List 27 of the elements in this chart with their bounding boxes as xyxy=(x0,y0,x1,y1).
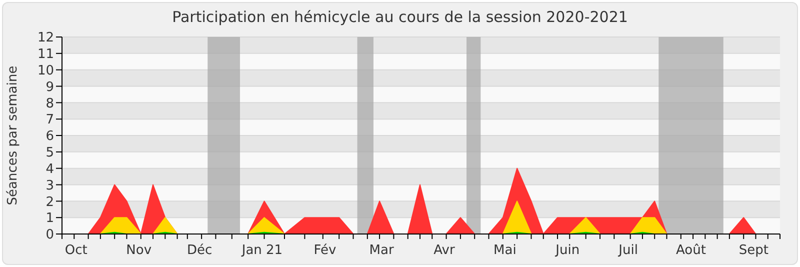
x-tick-label: Sept xyxy=(738,243,769,258)
y-tick-label: 0 xyxy=(46,228,54,243)
y-tick-label: 10 xyxy=(37,63,54,78)
y-tick-label: 11 xyxy=(37,47,54,62)
y-tick-label: 12 xyxy=(37,30,54,46)
x-tick-label: Août xyxy=(676,243,706,258)
y-tick-label: 8 xyxy=(46,96,54,112)
x-tick-label: Déc xyxy=(186,243,212,258)
y-tick-label: 7 xyxy=(46,112,54,128)
y-tick-label: 1 xyxy=(46,211,54,226)
y-tick-label: 4 xyxy=(46,162,54,177)
x-tick-label: Fév xyxy=(314,243,336,258)
x-tick-label: Avr xyxy=(434,243,456,258)
x-tick-label: Mai xyxy=(494,243,516,258)
x-tick-label: Nov xyxy=(126,243,152,258)
x-tick-label: Juin xyxy=(554,243,580,258)
chart-title: Participation en hémicycle au cours de la session 2020-2021 xyxy=(171,8,629,26)
y-tick-label: 5 xyxy=(46,146,54,161)
y-tick-label: 9 xyxy=(46,80,54,95)
y-axis-title: Séances par semaine xyxy=(6,66,21,206)
y-tick-label: 2 xyxy=(46,194,54,210)
x-tick-label: Oct xyxy=(64,243,88,258)
x-tick-label: Juil xyxy=(618,243,638,258)
x-tick-label: Mar xyxy=(369,243,394,258)
y-tick-label: 6 xyxy=(46,129,54,144)
y-tick-label: 3 xyxy=(46,178,54,194)
x-tick-label: Jan 21 xyxy=(240,243,283,258)
